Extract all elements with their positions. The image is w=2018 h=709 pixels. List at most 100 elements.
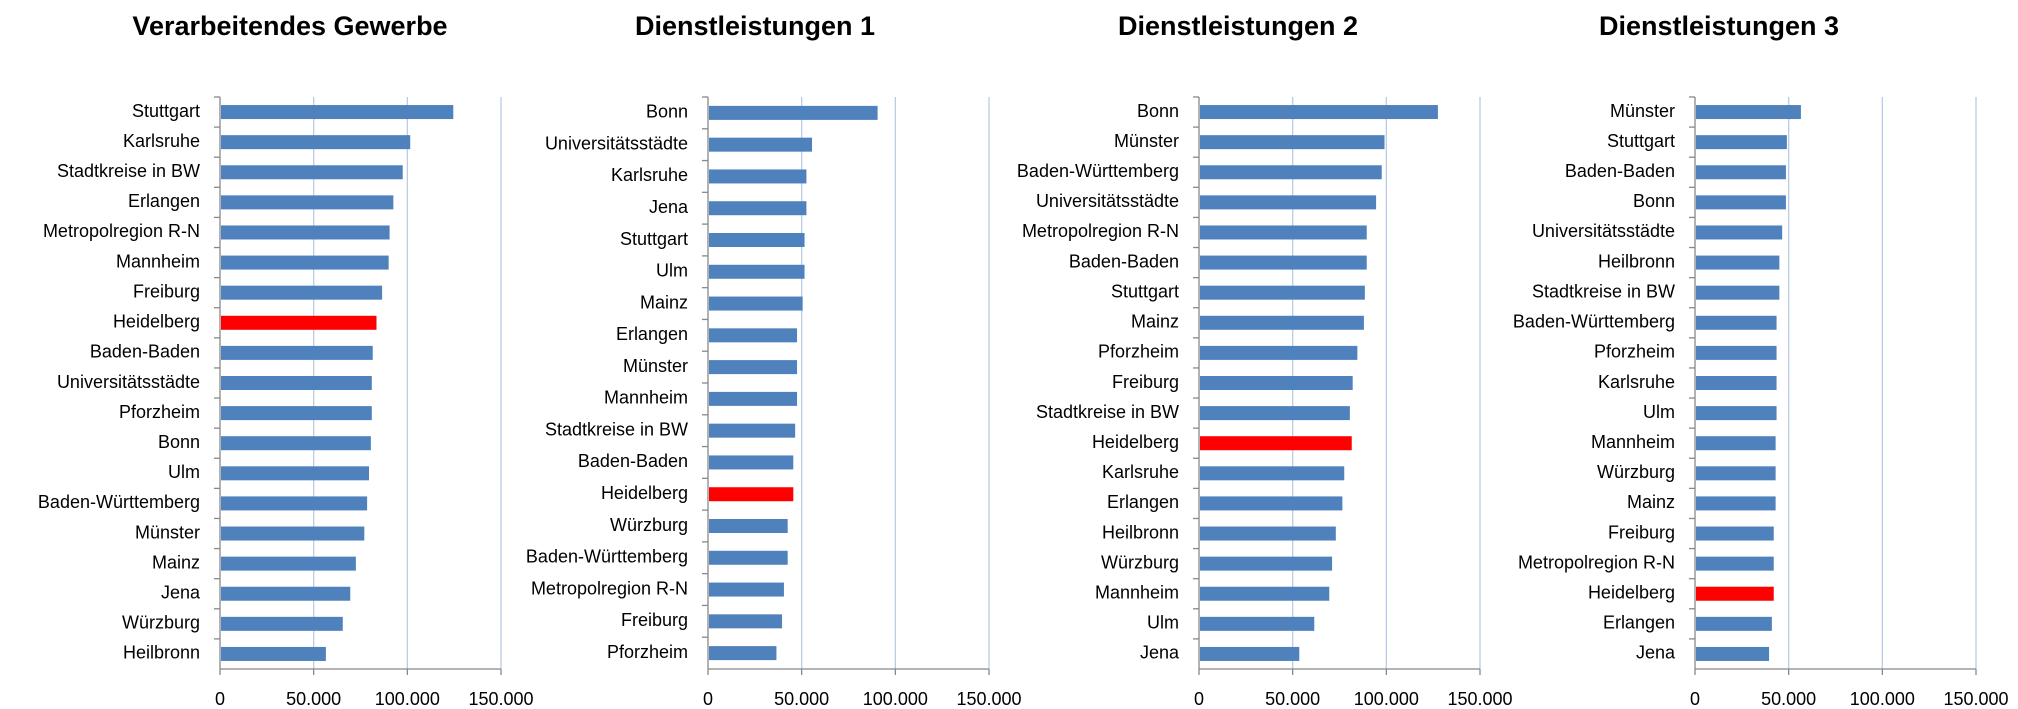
y-tick-label: Universitätsstädte — [1532, 221, 1675, 241]
chart-title: Verarbeitendes Gewerbe — [132, 11, 447, 41]
y-tick-label: Münster — [1114, 131, 1179, 151]
x-tick-label: 50.000 — [286, 689, 341, 709]
y-tick-label: Stuttgart — [132, 101, 200, 121]
x-tick-label: 50.000 — [774, 689, 829, 709]
y-tick-label: Stadtkreise in BW — [1036, 402, 1179, 422]
chart-title: Dienstleistungen 1 — [635, 11, 875, 41]
y-tick-label: Erlangen — [616, 324, 688, 344]
y-tick-label: Ulm — [168, 462, 200, 482]
y-tick-label: Jena — [1636, 643, 1676, 663]
bar — [1200, 526, 1336, 541]
bar — [709, 296, 803, 311]
y-tick-label: Heidelberg — [113, 312, 200, 332]
bar — [1696, 165, 1786, 180]
y-tick-label: Bonn — [1137, 101, 1179, 121]
y-tick-label: Baden-Württemberg — [1017, 161, 1179, 181]
y-tick-label: Karlsruhe — [1102, 462, 1179, 482]
y-tick-label: Universitätsstädte — [1036, 191, 1179, 211]
bar — [1696, 255, 1780, 270]
y-tick-label: Stadtkreise in BW — [545, 419, 688, 439]
y-tick-label: Stuttgart — [620, 229, 688, 249]
y-tick-label: Würzburg — [1101, 552, 1179, 572]
bar — [221, 466, 369, 481]
bar — [221, 105, 454, 120]
x-tick-label: 100.000 — [375, 689, 440, 709]
y-tick-label: Jena — [161, 582, 201, 602]
bar — [221, 526, 365, 541]
bar — [709, 169, 807, 184]
bar — [709, 360, 798, 375]
x-tick-label: 150.000 — [1447, 689, 1512, 709]
y-tick-label: Mannheim — [116, 251, 200, 271]
y-tick-label: Karlsruhe — [611, 165, 688, 185]
bar — [1200, 255, 1367, 270]
y-tick-label: Jena — [649, 197, 689, 217]
x-tick-label: 0 — [703, 689, 713, 709]
bar — [221, 165, 403, 180]
bar — [1696, 315, 1777, 330]
bar — [709, 614, 783, 629]
bar — [1696, 616, 1772, 631]
bar — [1696, 586, 1774, 601]
y-tick-label: Ulm — [1147, 613, 1179, 633]
bar — [709, 519, 788, 533]
y-tick-label: Stadtkreise in BW — [57, 161, 200, 181]
bar — [1696, 556, 1774, 571]
bar — [221, 315, 377, 330]
bar — [709, 264, 805, 279]
x-tick-label: 50.000 — [1265, 689, 1320, 709]
bar — [221, 616, 343, 631]
y-tick-label: Metropolregion R-N — [1518, 552, 1675, 572]
y-tick-label: Metropolregion R-N — [531, 578, 688, 598]
x-tick-label: 100.000 — [863, 689, 928, 709]
bar — [1200, 376, 1353, 390]
chart-title: Dienstleistungen 2 — [1118, 11, 1358, 41]
bar — [221, 406, 372, 421]
bar — [1200, 616, 1315, 631]
x-tick-label: 100.000 — [1354, 689, 1419, 709]
bar — [1696, 406, 1777, 421]
bar — [221, 496, 368, 511]
bar — [1696, 526, 1774, 541]
y-tick-label: Baden-Baden — [1069, 251, 1179, 271]
bar — [221, 586, 351, 601]
bar — [709, 487, 794, 502]
bar — [221, 255, 389, 270]
bar — [1200, 496, 1343, 511]
bar — [221, 135, 411, 150]
bar — [1696, 285, 1780, 300]
y-tick-label: Freiburg — [1112, 372, 1179, 392]
bar — [1200, 225, 1367, 240]
y-tick-label: Metropolregion R-N — [43, 221, 200, 241]
bar — [1696, 496, 1776, 511]
y-tick-label: Bonn — [1633, 191, 1675, 211]
y-tick-label: Universitätsstädte — [545, 133, 688, 153]
bar — [221, 376, 372, 390]
bar — [709, 455, 794, 470]
y-tick-label: Mannheim — [1591, 432, 1675, 452]
bar — [1696, 345, 1777, 360]
y-tick-label: Erlangen — [128, 191, 200, 211]
bar — [1696, 436, 1776, 451]
bar — [709, 105, 878, 120]
bar — [1696, 105, 1801, 120]
y-tick-label: Baden-Baden — [90, 342, 200, 362]
y-tick-label: Ulm — [656, 261, 688, 281]
x-tick-label: 150.000 — [956, 689, 1021, 709]
bar — [709, 646, 777, 661]
bar — [1696, 646, 1770, 661]
bar — [1696, 225, 1783, 240]
x-tick-label: 0 — [215, 689, 225, 709]
y-tick-label: Münster — [1610, 101, 1675, 121]
y-tick-label: Metropolregion R-N — [1022, 221, 1179, 241]
bar — [1200, 285, 1365, 300]
bar — [1200, 165, 1382, 180]
bar — [1200, 436, 1352, 451]
y-tick-label: Freiburg — [621, 610, 688, 630]
bar — [1200, 195, 1377, 210]
bar — [221, 285, 383, 300]
y-tick-label: Erlangen — [1603, 613, 1675, 633]
y-tick-label: Pforzheim — [1098, 342, 1179, 362]
bar — [1696, 466, 1776, 481]
